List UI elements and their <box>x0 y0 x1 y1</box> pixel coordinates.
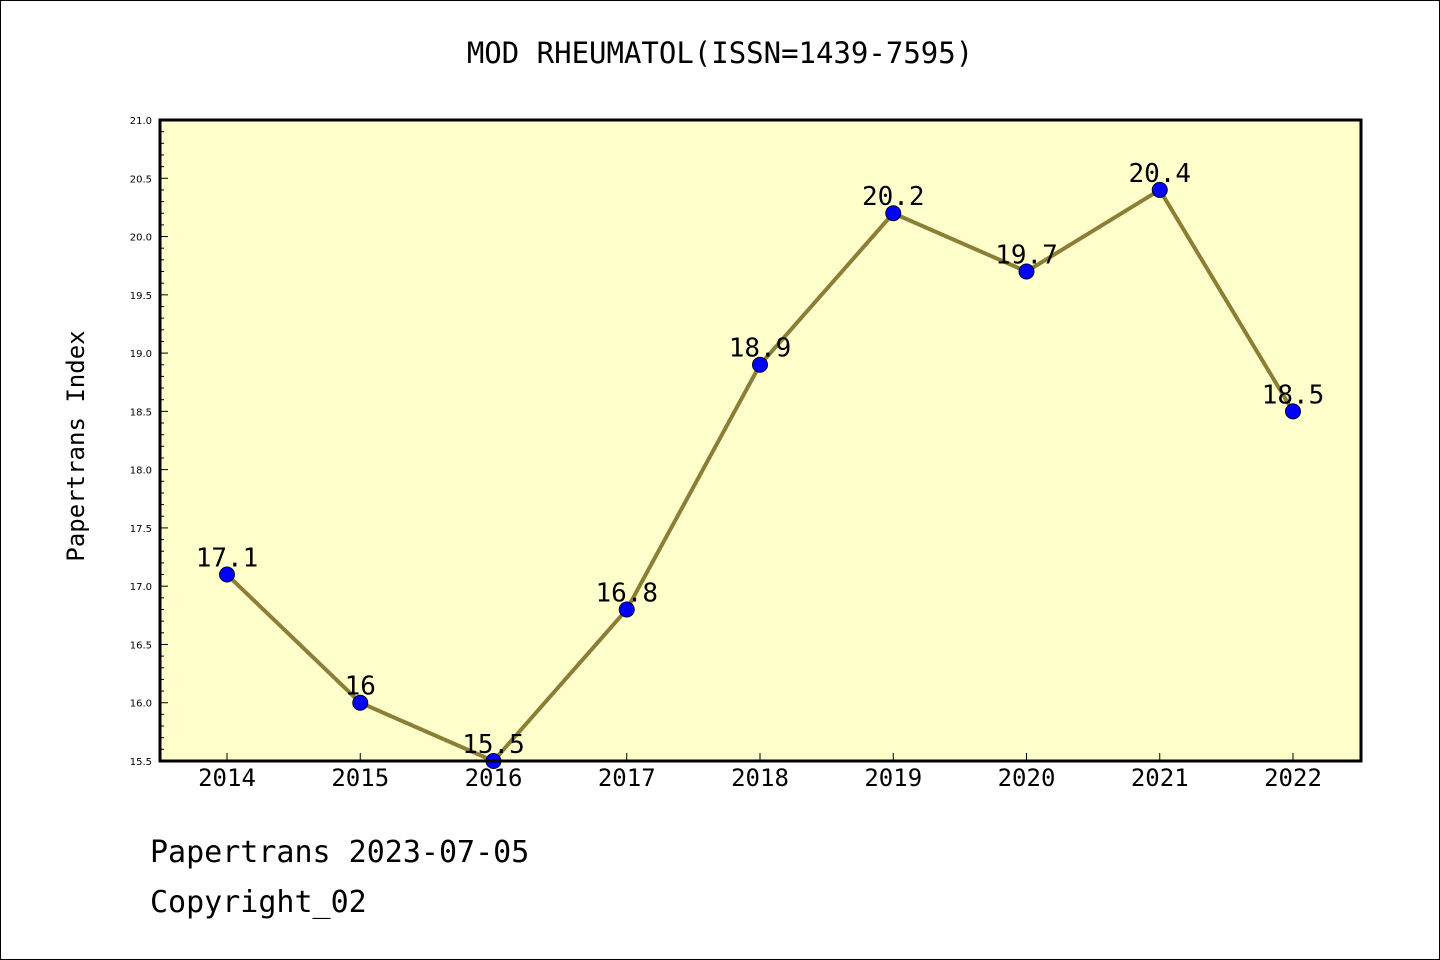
data-point <box>1285 403 1301 420</box>
x-tick-label: 2021 <box>1131 764 1189 792</box>
data-label: 20.4 <box>1128 159 1191 189</box>
y-tick-label: 21.0 <box>130 116 152 127</box>
data-label: 16.8 <box>595 578 658 608</box>
plot-border <box>158 118 1363 763</box>
data-label: 16 <box>345 672 376 702</box>
data-point <box>352 694 369 711</box>
y-tick-label: 20.0 <box>130 233 152 244</box>
data-label: 18.9 <box>729 334 792 364</box>
x-tick-label: 2019 <box>864 764 922 792</box>
y-tick-label: 16.5 <box>130 640 152 651</box>
x-tick-label: 2020 <box>998 764 1056 792</box>
y-tick-label: 19.0 <box>130 349 152 360</box>
x-tick-label: 2017 <box>598 764 656 792</box>
x-tick-label: 2022 <box>1264 764 1322 792</box>
data-label: 15.5 <box>462 730 525 760</box>
data-label: 18.5 <box>1262 380 1325 410</box>
footer-date: Papertrans 2023-07-05 <box>150 835 530 870</box>
data-point <box>1151 181 1168 198</box>
y-axis-label: Papertrans Index <box>62 330 90 561</box>
y-tick-label: 17.0 <box>130 582 152 593</box>
chart-title: MOD RHEUMATOL(ISSN=1439-7595) <box>466 36 974 70</box>
footer-copyright: Copyright_02 <box>150 885 367 920</box>
y-tick-label: 15.5 <box>130 757 152 768</box>
y-tick-label: 20.5 <box>130 174 152 185</box>
y-tick-label: 19.5 <box>130 291 152 302</box>
data-point <box>1018 263 1035 280</box>
x-tick-label: 2014 <box>198 764 256 792</box>
data-point <box>752 356 768 373</box>
y-tick-label: 16.0 <box>130 699 152 710</box>
y-tick-label: 18.0 <box>130 466 152 477</box>
data-label: 17.1 <box>196 544 259 574</box>
data-point <box>219 566 235 583</box>
data-label: 19.7 <box>995 241 1058 271</box>
data-point <box>885 205 902 222</box>
data-label: 20.2 <box>862 182 925 212</box>
x-tick-label: 2015 <box>331 764 389 792</box>
data-point <box>618 601 635 618</box>
y-tick-label: 18.5 <box>130 407 152 418</box>
plot-area <box>160 120 1361 761</box>
y-tick-label: 17.5 <box>130 524 152 535</box>
x-tick-label: 2018 <box>731 764 789 792</box>
